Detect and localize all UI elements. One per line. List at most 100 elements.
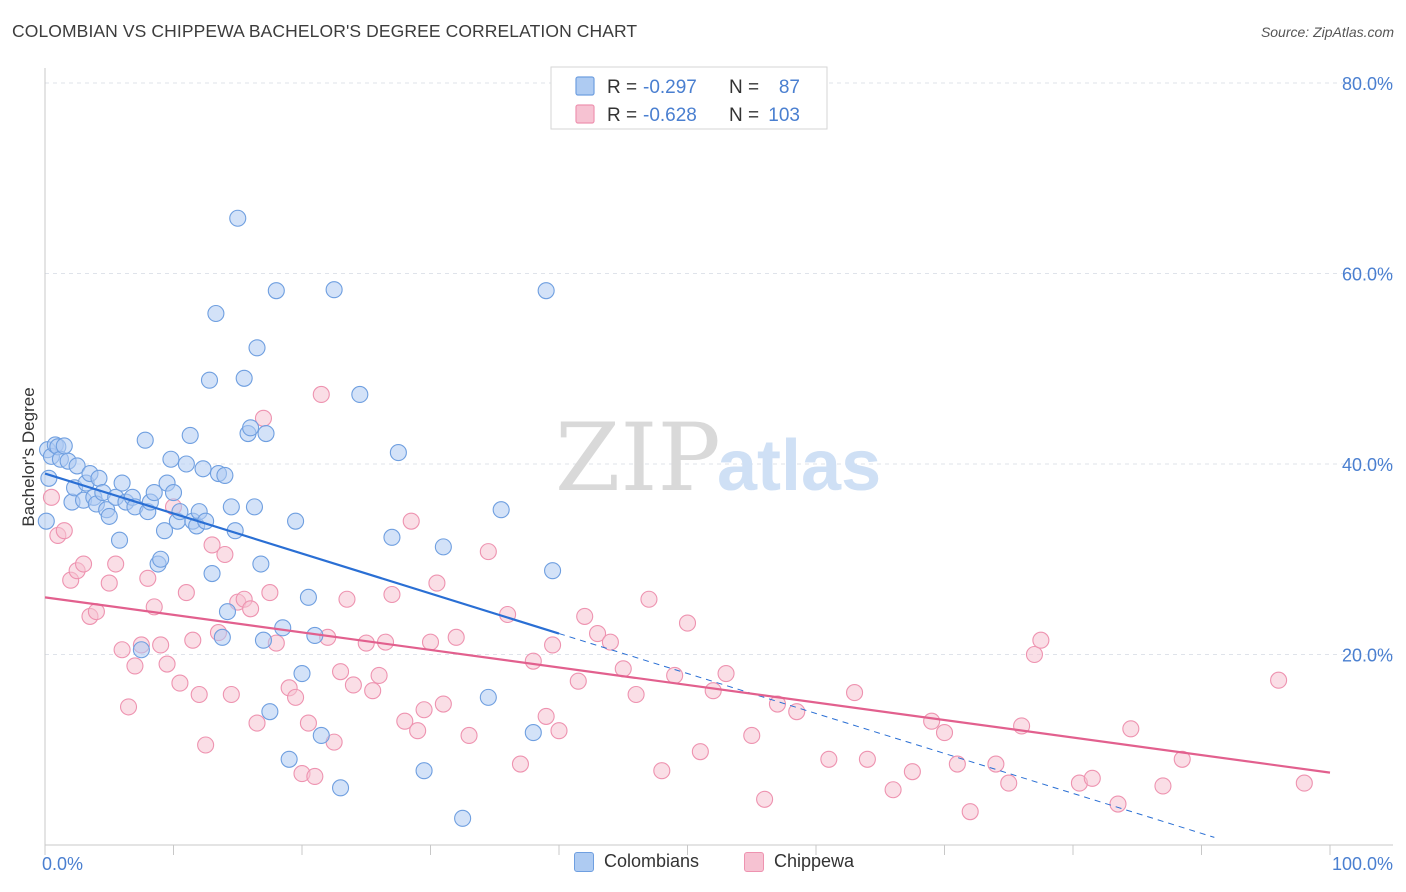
colombians-point-64 xyxy=(267,282,285,300)
chippewa-point-14 xyxy=(139,569,157,587)
colombians-point-50 xyxy=(216,466,234,484)
chippewa-point-9 xyxy=(107,555,125,573)
colombians-point-81 xyxy=(492,501,510,519)
chippewa-trend-line xyxy=(44,596,1331,774)
y-tick-label-60: 60.0% xyxy=(1342,265,1393,285)
legend-swatch-colombians xyxy=(574,851,594,872)
legend-swatch-chippewa xyxy=(744,851,764,872)
chippewa-point-65 xyxy=(544,636,562,654)
colombians-point-29 xyxy=(145,484,163,502)
chippewa-point-56 xyxy=(428,574,446,592)
source-label: Source: ZipAtlas.com xyxy=(1260,24,1394,40)
chippewa-point-102 xyxy=(1154,777,1172,795)
chippewa-point-44 xyxy=(338,590,356,608)
grid-lines xyxy=(45,82,1393,655)
colombians-point-78 xyxy=(434,538,452,556)
chippewa-point-57 xyxy=(434,695,452,713)
chippewa-point-39 xyxy=(306,767,324,785)
chippewa-point-80 xyxy=(743,726,761,745)
colombians-point-85 xyxy=(37,512,55,530)
watermark-atlas: atlas xyxy=(717,426,881,506)
chippewa-point-85 xyxy=(845,684,864,702)
chippewa-point-99 xyxy=(1083,769,1101,787)
x-tick-label-100: 100.0% xyxy=(1332,854,1393,874)
data-points xyxy=(37,209,1313,827)
chippewa-point-54 xyxy=(415,701,433,719)
colombians-point-49 xyxy=(213,628,231,646)
colombians-point-46 xyxy=(203,564,221,583)
y-tick-label-20: 20.0% xyxy=(1342,646,1393,666)
chippewa-point-53 xyxy=(409,722,427,740)
legend-item-colombians[interactable]: Colombians xyxy=(574,851,699,872)
colombians-point-20 xyxy=(110,531,129,549)
legend-label-colombians: Colombians xyxy=(604,851,700,871)
colombians-point-45 xyxy=(200,371,219,389)
chippewa-point-26 xyxy=(216,545,234,564)
chippewa-point-83 xyxy=(788,703,806,721)
chippewa-point-67 xyxy=(569,672,587,690)
chippewa-point-24 xyxy=(203,536,221,554)
colombians-point-57 xyxy=(242,419,260,437)
watermark-zip: ZIP xyxy=(555,404,721,513)
chippewa-point-21 xyxy=(184,631,202,649)
y-axis-label: Bachelor's Degree xyxy=(19,387,38,526)
stats-r-value-1: -0.628 xyxy=(643,105,697,126)
colombians-point-60 xyxy=(252,555,270,573)
colombians-point-79 xyxy=(454,809,472,827)
trend-lines xyxy=(44,472,1331,838)
chippewa-point-48 xyxy=(370,666,388,685)
chippewa-point-52 xyxy=(402,512,420,530)
chippewa-point-94 xyxy=(1000,774,1018,792)
colombians-point-72 xyxy=(325,281,343,299)
chippewa-point-74 xyxy=(653,762,671,780)
colombians-point-82 xyxy=(524,724,542,742)
colombians-point-80 xyxy=(479,688,497,706)
chippewa-point-76 xyxy=(678,614,697,632)
chippewa-point-92 xyxy=(961,803,979,821)
stats-n-value-0: 87 xyxy=(779,77,800,98)
chippewa-point-101 xyxy=(1122,720,1140,738)
stats-r-label-0: R = xyxy=(607,77,637,98)
colombians-point-68 xyxy=(293,664,311,683)
legend-item-chippewa[interactable]: Chippewa xyxy=(744,851,854,872)
chippewa-point-62 xyxy=(511,755,530,773)
colombians-point-35 xyxy=(164,484,183,502)
chippewa-point-91 xyxy=(948,755,966,773)
chippewa-point-20 xyxy=(177,584,195,602)
colombians-point-15 xyxy=(90,469,108,487)
colombians-point-54 xyxy=(229,209,247,227)
tick-labels: 20.0% 40.0% 60.0% 80.0% 0.0% 100.0% Bachelor's… xyxy=(19,74,1393,874)
colombians-point-71 xyxy=(312,726,330,745)
stats-legend-box xyxy=(550,66,828,130)
chippewa-point-16 xyxy=(152,636,170,654)
colombians-point-67 xyxy=(287,512,305,530)
bottom-legend: Colombians Chippewa xyxy=(0,851,1406,879)
stats-legend: R = -0.297 N = 87 R = -0.628 N = 103 xyxy=(550,66,828,130)
colombians-point-58 xyxy=(245,498,264,516)
x-tick-label-0: 0.0% xyxy=(42,854,83,874)
colombians-point-83 xyxy=(537,282,555,300)
stats-n-label-0: N = xyxy=(729,77,759,98)
colombians-point-75 xyxy=(383,528,401,546)
chippewa-point-100 xyxy=(1109,795,1127,813)
chippewa-point-96 xyxy=(1025,645,1043,664)
chippewa-point-22 xyxy=(190,685,208,704)
colombians-trend-line xyxy=(44,472,560,635)
y-tick-label-80: 80.0% xyxy=(1342,74,1393,94)
chippewa-point-93 xyxy=(987,755,1005,773)
stats-r-label-1: R = xyxy=(607,105,637,126)
colombians-point-63 xyxy=(261,703,279,721)
chippewa-point-8 xyxy=(100,574,118,592)
chippewa-point-59 xyxy=(460,726,478,745)
chippewa-point-105 xyxy=(1295,774,1313,792)
chippewa-point-97 xyxy=(1032,631,1050,649)
colombians-point-84 xyxy=(544,562,562,580)
chippewa-point-81 xyxy=(756,790,774,808)
chippewa-point-17 xyxy=(158,655,176,673)
chippewa-point-78 xyxy=(704,682,722,700)
chippewa-point-104 xyxy=(1270,671,1288,689)
colombians-point-66 xyxy=(280,750,298,768)
chippewa-point-89 xyxy=(923,712,941,730)
colombians-point-52 xyxy=(222,498,240,516)
colombians-point-51 xyxy=(218,603,237,621)
